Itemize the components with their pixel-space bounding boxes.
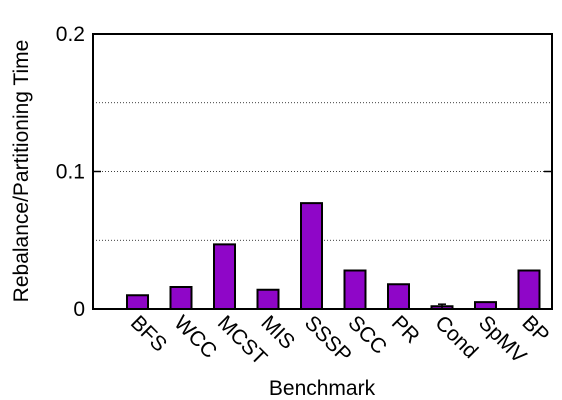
bar-pr [387, 283, 410, 310]
x-tick-label-spmv: SpMV [474, 311, 531, 368]
x-tick-label-bp: BP [517, 311, 553, 347]
bar-mis [256, 288, 280, 310]
y-tick-label: 0.1 [56, 161, 85, 184]
bar-bfs [126, 294, 149, 310]
y-axis: 0 0.1 0.2 [56, 23, 552, 321]
bar-sssp [300, 202, 323, 310]
y-tick-label: 0 [73, 298, 85, 321]
y-tick-label: 0.2 [56, 23, 85, 46]
x-tick-label-cond: Cond [430, 311, 482, 363]
x-axis-title: Benchmark [269, 377, 376, 400]
x-tick-label-wcc: WCC [169, 311, 221, 363]
bar-series [126, 202, 541, 310]
bar-mcst [213, 243, 236, 310]
bar-wcc [169, 286, 193, 310]
bar-spmv [474, 301, 497, 310]
bar-bp [517, 269, 541, 310]
x-tick-label-pr: PR [387, 311, 424, 348]
y-axis-title: Rebalance/Partitioning Time [10, 40, 33, 303]
x-tick-label-bfs: BFS [126, 311, 171, 356]
x-tick-label-sssp: SSSP [300, 311, 356, 367]
bar-scc [343, 269, 367, 310]
